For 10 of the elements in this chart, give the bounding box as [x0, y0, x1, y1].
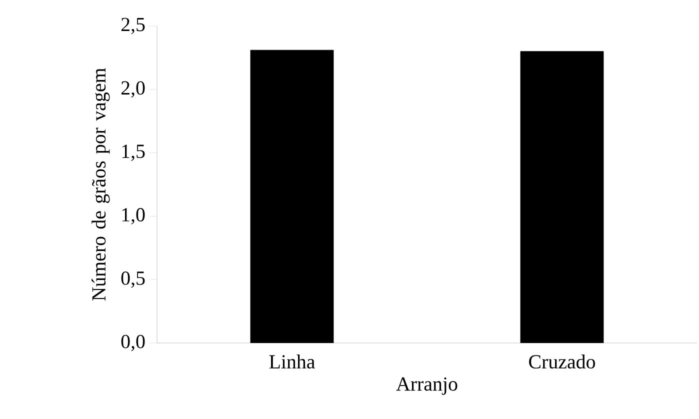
x-axis-title: Arranjo [396, 377, 458, 395]
y-tick-label: 2,5 [121, 18, 145, 34]
y-tick-label: 1,0 [122, 208, 145, 224]
y-tick-label: 1,5 [122, 144, 145, 161]
y-tick-label: 0,5 [121, 271, 145, 288]
x-tick-label: Cruzado [529, 354, 595, 369]
y-axis-title: Número de grãos por vagem [92, 68, 110, 301]
x-tick-label: Linha [269, 354, 315, 369]
y-tick-label: 0,0 [121, 334, 145, 352]
y-tick-label: 2,0 [121, 81, 145, 98]
